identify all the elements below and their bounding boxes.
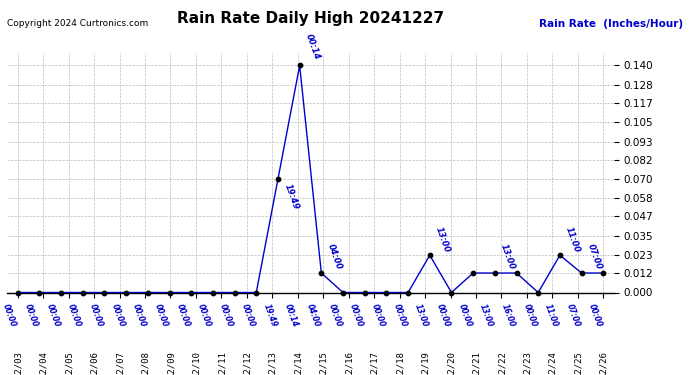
Text: Copyright 2024 Curtronics.com: Copyright 2024 Curtronics.com xyxy=(7,19,148,28)
Text: 00:00: 00:00 xyxy=(239,302,256,328)
Text: 00:00: 00:00 xyxy=(370,302,386,328)
Text: 00:00: 00:00 xyxy=(175,302,191,328)
Point xyxy=(229,290,240,296)
Text: 00:00: 00:00 xyxy=(88,302,104,328)
Text: Rain Rate  (Inches/Hour): Rain Rate (Inches/Hour) xyxy=(539,19,683,29)
Text: 00:00: 00:00 xyxy=(66,302,83,328)
Text: 04:00: 04:00 xyxy=(305,302,322,328)
Point xyxy=(99,290,110,296)
Point xyxy=(511,270,522,276)
Text: 00:00: 00:00 xyxy=(131,302,148,328)
Point xyxy=(316,270,327,276)
Text: 00:00: 00:00 xyxy=(457,302,473,328)
Text: 11:00: 11:00 xyxy=(543,302,560,328)
Point xyxy=(34,290,45,296)
Text: 00:00: 00:00 xyxy=(196,302,213,328)
Point xyxy=(208,290,219,296)
Text: 00:00: 00:00 xyxy=(23,302,39,328)
Text: 00:00: 00:00 xyxy=(153,302,170,328)
Text: 00:00: 00:00 xyxy=(391,302,408,328)
Text: 00:00: 00:00 xyxy=(110,302,126,328)
Point xyxy=(554,252,565,258)
Text: 00:00: 00:00 xyxy=(326,302,343,328)
Text: 07:00: 07:00 xyxy=(586,243,604,272)
Point xyxy=(576,270,587,276)
Text: 00:00: 00:00 xyxy=(586,302,603,328)
Point xyxy=(446,290,457,296)
Point xyxy=(381,290,392,296)
Text: 13:00: 13:00 xyxy=(413,302,430,328)
Text: 13:00: 13:00 xyxy=(434,225,452,254)
Text: 00:14: 00:14 xyxy=(304,32,322,61)
Text: 00:00: 00:00 xyxy=(522,302,538,328)
Text: Rain Rate Daily High 20241227: Rain Rate Daily High 20241227 xyxy=(177,11,444,26)
Point xyxy=(121,290,132,296)
Point xyxy=(12,290,23,296)
Point xyxy=(402,290,413,296)
Text: 11:00: 11:00 xyxy=(564,225,582,254)
Text: 13:00: 13:00 xyxy=(499,243,517,272)
Text: 19:49: 19:49 xyxy=(262,302,278,328)
Text: 07:00: 07:00 xyxy=(565,302,582,328)
Text: 00:00: 00:00 xyxy=(218,302,235,328)
Point xyxy=(250,290,262,296)
Point xyxy=(164,290,175,296)
Text: 00:00: 00:00 xyxy=(435,302,451,328)
Point xyxy=(56,290,67,296)
Text: 00:00: 00:00 xyxy=(348,302,365,328)
Point xyxy=(294,63,305,69)
Text: 00:14: 00:14 xyxy=(283,302,299,328)
Point xyxy=(142,290,153,296)
Point xyxy=(273,176,284,182)
Point xyxy=(598,270,609,276)
Text: 16:00: 16:00 xyxy=(500,302,517,328)
Point xyxy=(468,270,479,276)
Point xyxy=(77,290,88,296)
Point xyxy=(489,270,500,276)
Text: 04:00: 04:00 xyxy=(326,243,344,272)
Text: 00:00: 00:00 xyxy=(44,302,61,328)
Text: 00:00: 00:00 xyxy=(1,302,18,328)
Point xyxy=(186,290,197,296)
Point xyxy=(359,290,371,296)
Text: 13:00: 13:00 xyxy=(478,302,495,328)
Point xyxy=(337,290,348,296)
Point xyxy=(424,252,435,258)
Point xyxy=(533,290,544,296)
Text: 19:49: 19:49 xyxy=(282,182,300,210)
